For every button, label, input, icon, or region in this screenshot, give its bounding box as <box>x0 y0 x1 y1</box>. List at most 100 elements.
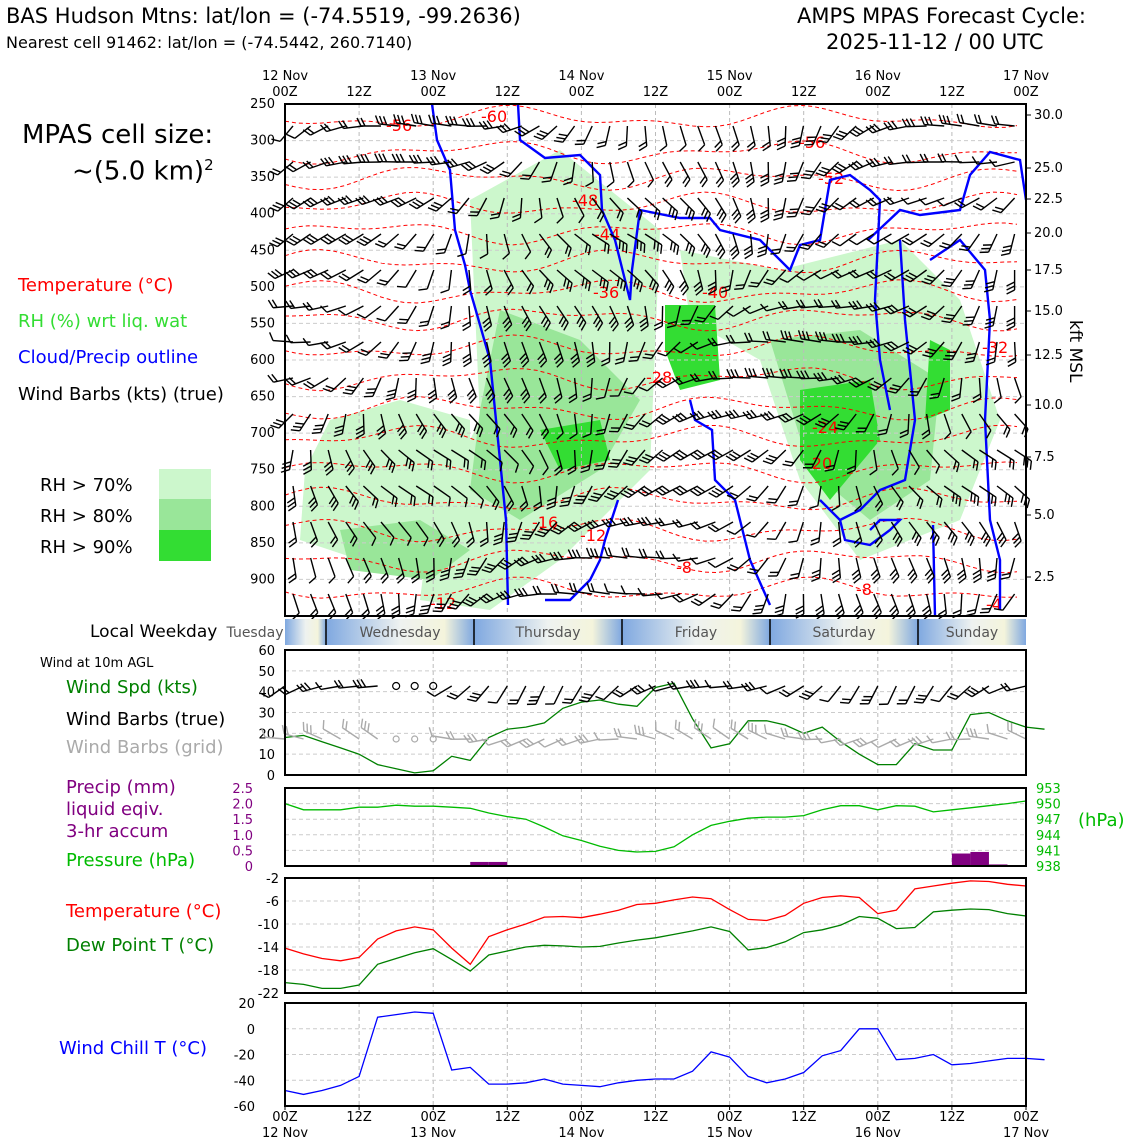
y-tick-label-right: 15.0 <box>1034 304 1063 319</box>
wind-barb-flag <box>679 144 687 152</box>
wind-barb-flag <box>748 681 756 690</box>
wind-barb-flag <box>327 234 336 241</box>
wind-barb <box>420 341 435 365</box>
wind-barb-flag <box>302 721 305 731</box>
wind-barb <box>939 233 963 250</box>
wind-barb <box>724 409 751 420</box>
wind-barb-flag <box>503 738 512 746</box>
wind-barb-flag <box>773 213 783 217</box>
wind-barb-flag <box>484 324 492 332</box>
wind-barb-staff <box>310 377 329 389</box>
wind-barb-flag <box>653 208 658 218</box>
wind-barb-flag <box>949 731 956 740</box>
wind-barb-flag <box>540 427 548 436</box>
wind-barb-flag <box>585 353 595 360</box>
wind-barb <box>520 161 541 180</box>
wind-barb-flag <box>729 172 738 181</box>
wind-barb <box>659 125 668 152</box>
wind-barb <box>672 341 699 354</box>
wind-barb-flag <box>382 153 388 163</box>
wind-barb <box>697 161 708 188</box>
wind-barb-flag <box>393 114 398 124</box>
wind-barb <box>626 197 643 221</box>
wind-barb-flag <box>649 278 654 288</box>
precip-y-tick: 0.5 <box>232 844 253 859</box>
wind-barb-flag <box>386 392 396 397</box>
grid-wind-barb <box>815 735 841 744</box>
wind-barb-flag <box>655 418 664 425</box>
wind-barb <box>815 197 840 213</box>
wind-barb-staff <box>1008 557 1016 578</box>
wind-barb-flag <box>568 397 578 404</box>
wind-barb-flag <box>851 161 860 169</box>
wind-barb <box>440 305 453 330</box>
wind-barbs-label: Wind Barbs (true) <box>66 709 226 730</box>
wind-barb <box>1000 557 1016 580</box>
wind-barb-flag <box>928 116 933 126</box>
wind-barb-flag <box>582 433 592 439</box>
wind-barb-flag <box>776 145 786 151</box>
wind-barb-staff <box>925 197 945 206</box>
wind-barb-flag <box>445 458 449 468</box>
wind-barb-flag <box>848 201 857 208</box>
wind-barb-flag <box>628 359 638 362</box>
wind-barb-staff <box>422 233 435 252</box>
wind-barb-flag <box>763 412 772 420</box>
top-hour-label: 00Z <box>569 85 595 100</box>
precip-y-tick: 2.0 <box>232 798 253 813</box>
wind-barb <box>996 449 1015 470</box>
wind-barb <box>752 593 769 615</box>
wind-barb-flag <box>648 684 656 692</box>
wind-barb-flag <box>919 153 925 163</box>
wind-barb-flag <box>425 573 435 579</box>
wind-barb-flag <box>815 208 825 213</box>
wind-barb <box>546 485 558 510</box>
surface-wind-barb <box>896 685 916 705</box>
wind-barb-flag <box>323 123 331 131</box>
wind-barb-flag <box>473 422 478 432</box>
wind-barb-staff <box>345 593 354 614</box>
wind-barb-flag <box>524 530 534 533</box>
wind-barb-flag <box>676 452 685 459</box>
wind-barb-flag <box>951 393 961 398</box>
temperature-contour <box>284 249 1018 274</box>
bottom-hour-label: 00Z <box>420 1110 446 1125</box>
wind-barb-staff <box>996 449 1015 462</box>
wind-barb-flag <box>610 427 620 429</box>
wind-barb-flag <box>442 357 452 363</box>
wind-barb-flag <box>689 522 698 530</box>
wind-barb-flag <box>274 268 283 276</box>
wind-barb-flag <box>834 165 844 172</box>
wind-barb <box>707 449 734 461</box>
wind-barb-flag <box>786 246 796 249</box>
wind-barb-flag <box>765 457 775 462</box>
wind-barb-staff <box>625 125 629 147</box>
wind-barb-flag <box>921 605 930 612</box>
wind-barb <box>848 197 875 209</box>
wind-barb-flag <box>724 411 732 419</box>
wind-barb-flag <box>818 331 824 341</box>
weekday-name: Wednesday <box>359 625 440 641</box>
wind-barb-staff <box>873 233 892 245</box>
wind-chill-line <box>284 1011 1045 1096</box>
wind-barb-flag <box>288 577 297 584</box>
wind-barb-flag <box>733 606 743 609</box>
wind-barb-flag <box>998 535 1005 544</box>
wind-barb-flag <box>890 304 899 312</box>
wind-barb-flag <box>378 432 386 440</box>
wind-barb <box>889 557 900 584</box>
wind-barb-flag <box>655 456 664 462</box>
wind-barb <box>642 341 664 360</box>
weekday-label: Local Weekday <box>90 622 218 642</box>
wind-barb-staff <box>320 685 341 691</box>
wind-barb-flag <box>462 325 471 332</box>
wind-barb-flag <box>956 569 965 576</box>
wind-barb-flag <box>851 199 861 207</box>
wind-barb-flag <box>953 460 957 470</box>
surface-wind-barb <box>819 685 842 703</box>
wind-barb-flag <box>703 246 709 255</box>
wind-barb-flag <box>397 114 402 124</box>
wind-barb-staff <box>994 123 1015 127</box>
wind-barb-flag <box>323 271 332 278</box>
wind-barb <box>746 557 769 575</box>
